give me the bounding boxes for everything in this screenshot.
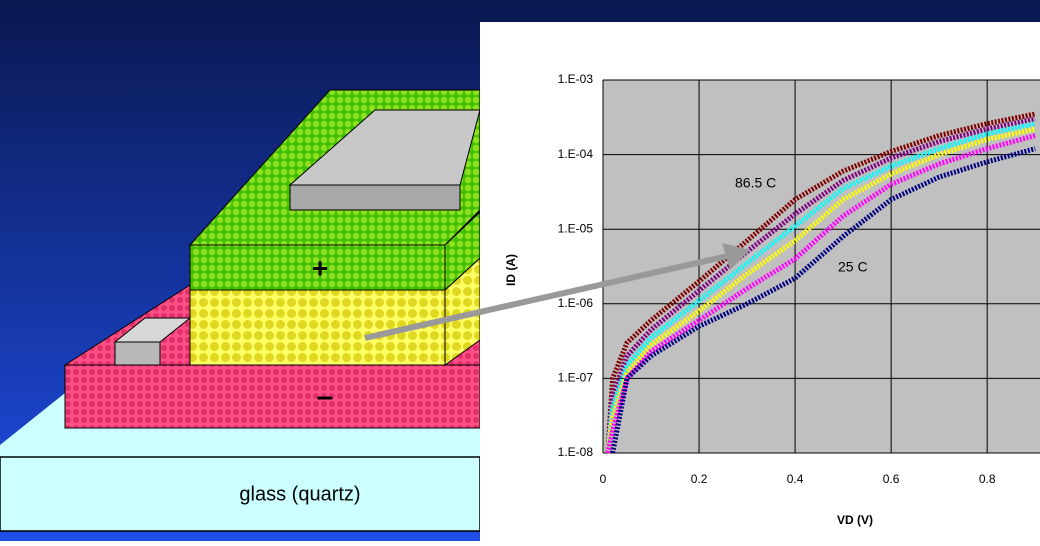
x-tick-label: 0 <box>600 472 607 486</box>
y-tick-label: 1.E-06 <box>558 296 594 310</box>
x-tick-label: 0.8 <box>979 472 996 486</box>
x-tick-label: 0.4 <box>787 472 804 486</box>
y-axis-label: ID (A) <box>504 254 518 286</box>
substrate-label: glass (quartz) <box>239 483 360 505</box>
x-axis-label: VD (V) <box>837 513 873 527</box>
annotation: 86.5 C <box>735 175 776 191</box>
y-tick-label: 1.E-03 <box>558 72 594 86</box>
plus-sign: + <box>312 252 328 283</box>
base-front <box>65 365 480 428</box>
x-tick-label: 0.2 <box>691 472 708 486</box>
y-tick-label: 1.E-05 <box>558 221 594 235</box>
electrode-front <box>290 185 460 210</box>
x-tick-label: 0.6 <box>883 472 900 486</box>
y-tick-label: 1.E-04 <box>558 147 594 161</box>
annotation: 25 C <box>838 259 868 275</box>
contact-front <box>115 342 160 365</box>
page: glass (quartz) + – 1.E-08 1.E-07 1.E-06 1.E… <box>0 0 1040 541</box>
minus-sign: – <box>317 380 334 413</box>
y-tick-label: 1.E-08 <box>558 445 594 459</box>
y-tick-label: 1.E-07 <box>558 371 594 385</box>
